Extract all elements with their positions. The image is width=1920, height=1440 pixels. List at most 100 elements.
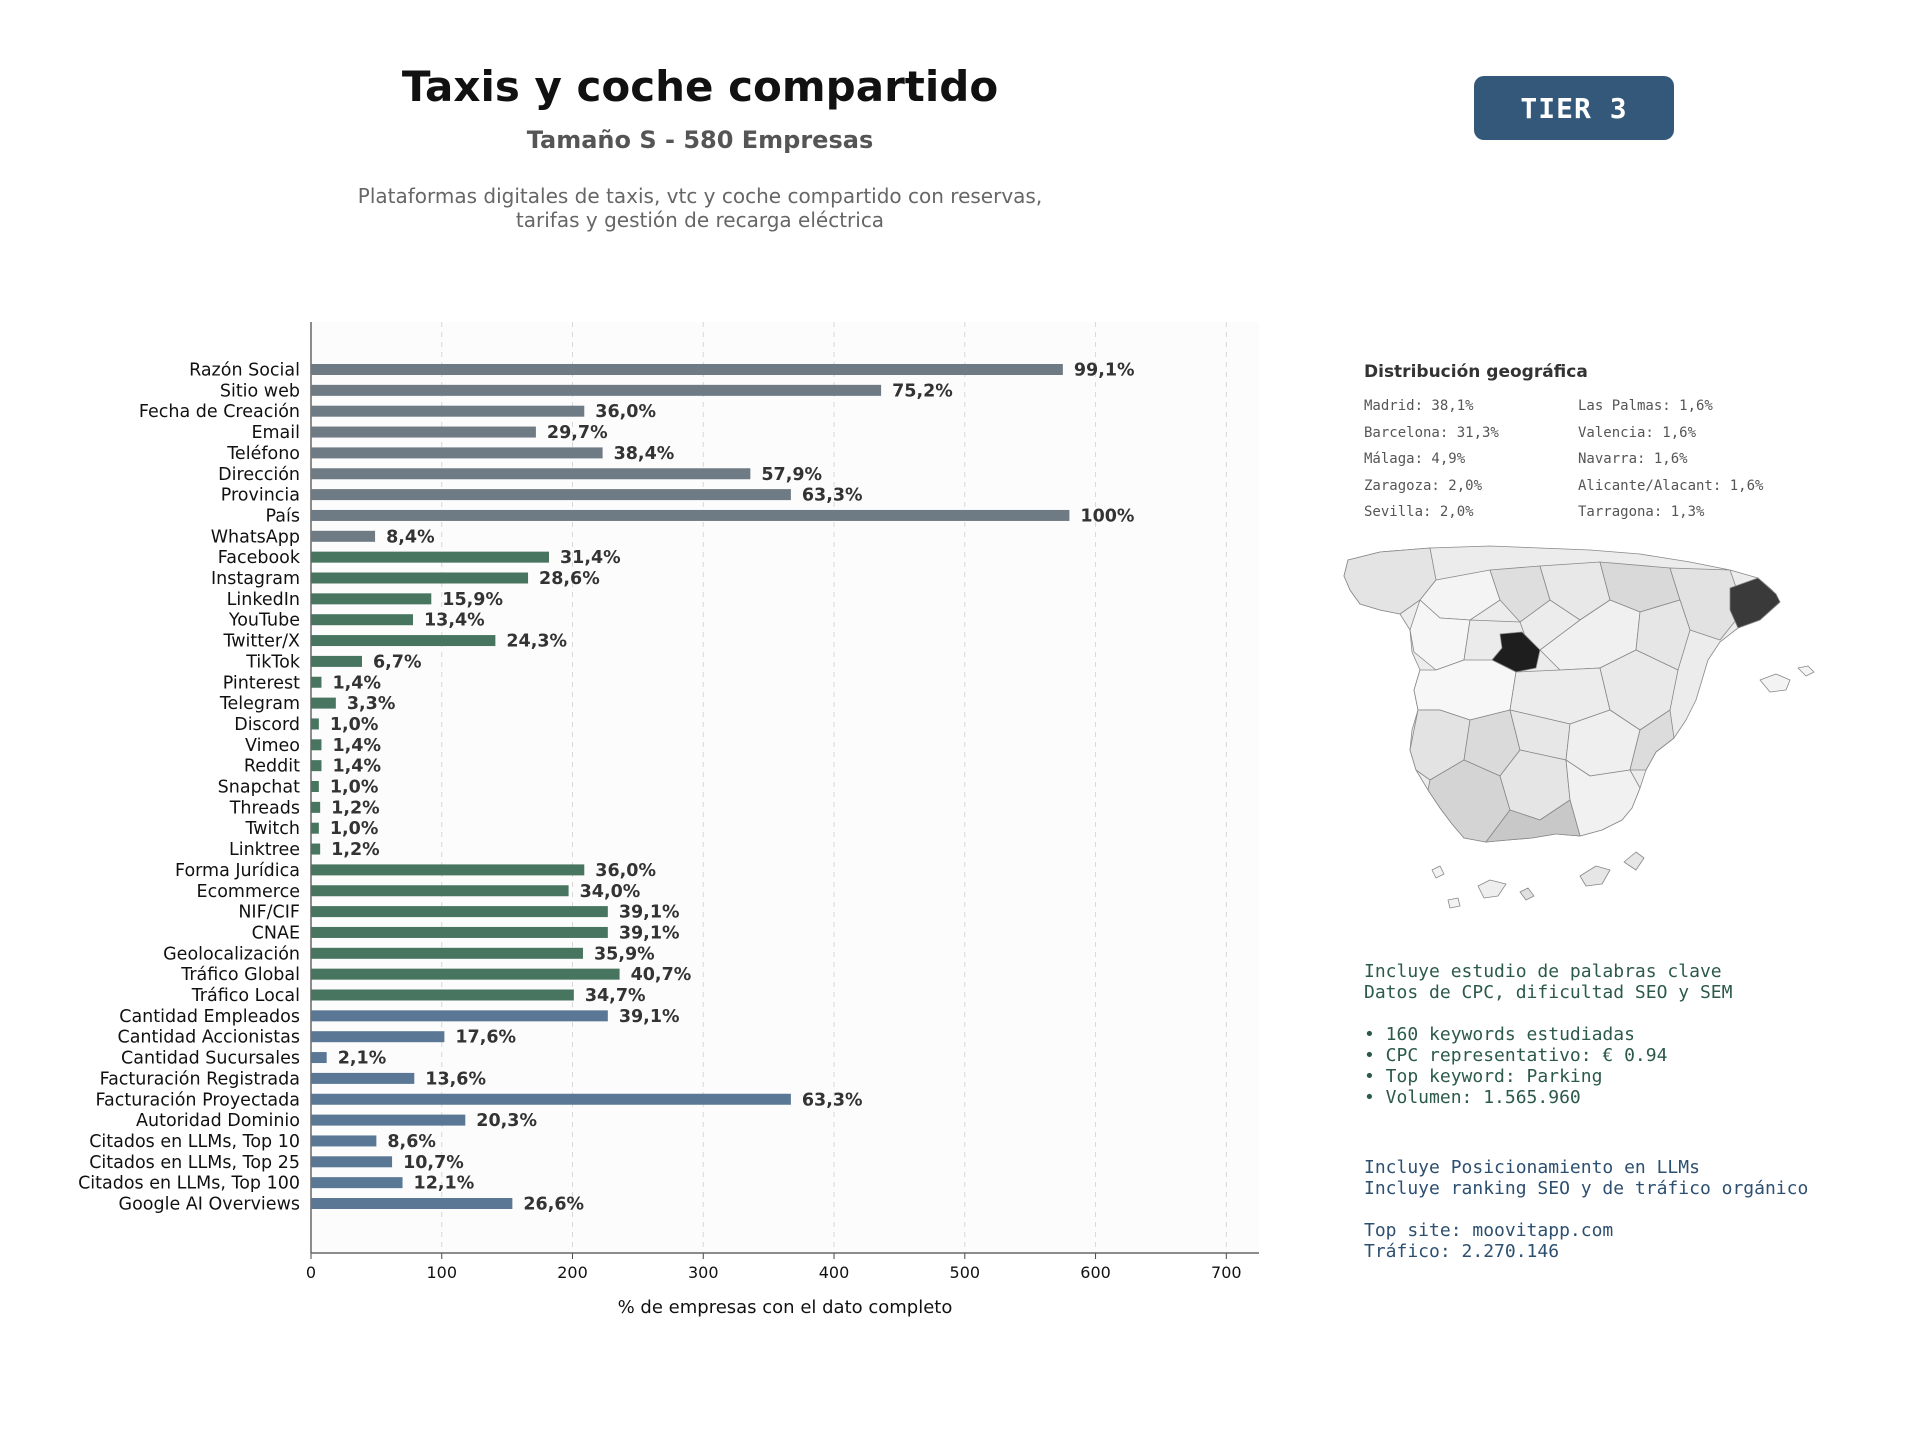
data-label: 8,6% [387, 1132, 436, 1152]
y-tick-label: Reddit [244, 757, 300, 777]
y-tick-label: Facturación Proyectada [96, 1090, 300, 1110]
spacer-line [1364, 1003, 1732, 1024]
geo-item: Las Palmas: 1,6% [1578, 398, 1713, 414]
map-region [1491, 631, 1541, 673]
data-label: 38,4% [614, 444, 675, 464]
top-site-line: Top site: moovitapp.com [1364, 1220, 1614, 1241]
data-label: 6,7% [373, 652, 422, 672]
y-tick-label: YouTube [228, 611, 300, 631]
data-label: 36,0% [595, 402, 656, 422]
y-tick-label: Tráfico Global [180, 965, 300, 985]
llm-info: Incluye Posicionamiento en LLMs Incluye … [1364, 1157, 1808, 1262]
bar [311, 968, 620, 980]
data-label: 75,2% [892, 381, 953, 401]
map-region [1489, 565, 1551, 623]
bar [311, 572, 529, 584]
bar [311, 1114, 466, 1126]
data-label: 31,4% [560, 548, 621, 568]
map-region [1485, 799, 1581, 843]
y-tick-label: Forma Jurídica [175, 861, 300, 881]
bar [311, 426, 536, 438]
y-tick-label: LinkedIn [227, 590, 300, 610]
bar [311, 1010, 608, 1022]
bar [311, 864, 585, 876]
x-tick-label: 600 [1080, 1263, 1111, 1282]
y-tick-label: Fecha de Creación [139, 402, 300, 422]
data-label: 24,3% [506, 632, 567, 652]
geo-distribution-list: Madrid: 38,1% Las Palmas: 1,6% Barcelona… [1364, 398, 1814, 522]
bar [311, 781, 319, 792]
geo-item: Madrid: 38,1% [1364, 398, 1474, 414]
y-tick-label: Citados en LLMs, Top 100 [78, 1174, 300, 1194]
x-tick-label: 200 [557, 1263, 588, 1282]
y-tick-label: Email [251, 423, 300, 443]
data-label: 1,4% [332, 736, 381, 756]
map-region [1477, 879, 1507, 899]
traffic-line: Tráfico: 2.270.146 [1364, 1241, 1560, 1262]
bar [311, 509, 1070, 521]
y-tick-label: Tráfico Local [191, 986, 300, 1006]
bar [311, 760, 322, 772]
map-region [1635, 599, 1691, 671]
y-tick-label: Citados en LLMs, Top 25 [89, 1153, 300, 1173]
bar [311, 906, 608, 918]
bar [311, 1156, 393, 1168]
map-region [1797, 665, 1815, 677]
y-tick-label: TikTok [245, 652, 301, 672]
data-label: 36,0% [595, 861, 656, 881]
bar [311, 593, 432, 605]
data-label: 13,6% [425, 1069, 486, 1089]
data-label: 26,6% [523, 1195, 584, 1215]
geo-item: Alicante/Alacant: 1,6% [1578, 477, 1764, 494]
map-region [1427, 759, 1511, 843]
data-label: 12,1% [414, 1174, 475, 1194]
data-label: 1,4% [332, 673, 381, 693]
data-label: 40,7% [631, 965, 692, 985]
page-title: Taxis y coche compartido [401, 62, 999, 111]
data-label: 34,0% [580, 882, 641, 902]
data-label: 100% [1080, 506, 1134, 526]
data-label: 3,3% [347, 694, 396, 714]
y-tick-label: Instagram [211, 569, 300, 589]
map-region [1579, 865, 1611, 887]
geo-item: Tarragona: 1,3% [1578, 504, 1705, 520]
description-line: Plataformas digitales de taxis, vtc y co… [357, 184, 1043, 208]
y-tick-label: Twitter/X [222, 632, 300, 652]
bar [311, 489, 791, 501]
bar [311, 1177, 403, 1189]
data-label: 17,6% [455, 1028, 516, 1048]
y-tick-label: Cantidad Empleados [119, 1007, 300, 1027]
bar [311, 697, 336, 709]
y-tick-label: Linktree [229, 840, 300, 860]
data-label: 57,9% [761, 465, 822, 485]
data-label: 15,9% [442, 590, 503, 610]
data-label: 2,1% [338, 1049, 387, 1069]
data-label: 63,3% [802, 1090, 863, 1110]
page-description: Plataformas digitales de taxis, vtc y co… [300, 184, 1100, 232]
y-tick-label: Google AI Overviews [119, 1195, 300, 1215]
x-tick-label: 400 [819, 1263, 850, 1282]
bar [311, 1031, 445, 1043]
y-tick-label: Provincia [221, 486, 300, 506]
data-label: 28,6% [539, 569, 600, 589]
bar [311, 405, 585, 417]
data-label: 35,9% [594, 944, 655, 964]
y-tick-label: Facturación Registrada [100, 1069, 300, 1089]
data-label: 99,1% [1074, 361, 1135, 381]
llm-line: Incluye Posicionamiento en LLMs [1364, 1157, 1700, 1178]
bar [311, 1093, 791, 1105]
y-tick-label: Cantidad Sucursales [121, 1049, 300, 1069]
keyword-bullet: • CPC representativo: € 0.94 [1364, 1045, 1668, 1066]
map-region [1623, 851, 1645, 871]
map-region [1729, 577, 1781, 629]
geo-item: Valencia: 1,6% [1578, 424, 1697, 441]
tier-badge: TIER 3 [1474, 76, 1674, 140]
page-subtitle: Tamaño S - 580 Empresas [526, 126, 874, 154]
keyword-line: Incluye estudio de palabras clave [1364, 961, 1722, 982]
y-tick-label: WhatsApp [211, 527, 300, 547]
x-tick-label: 300 [688, 1263, 719, 1282]
bar [311, 551, 549, 563]
y-tick-label: País [266, 506, 300, 526]
y-tick-label: Geolocalización [163, 944, 300, 964]
data-label: 20,3% [476, 1111, 537, 1131]
